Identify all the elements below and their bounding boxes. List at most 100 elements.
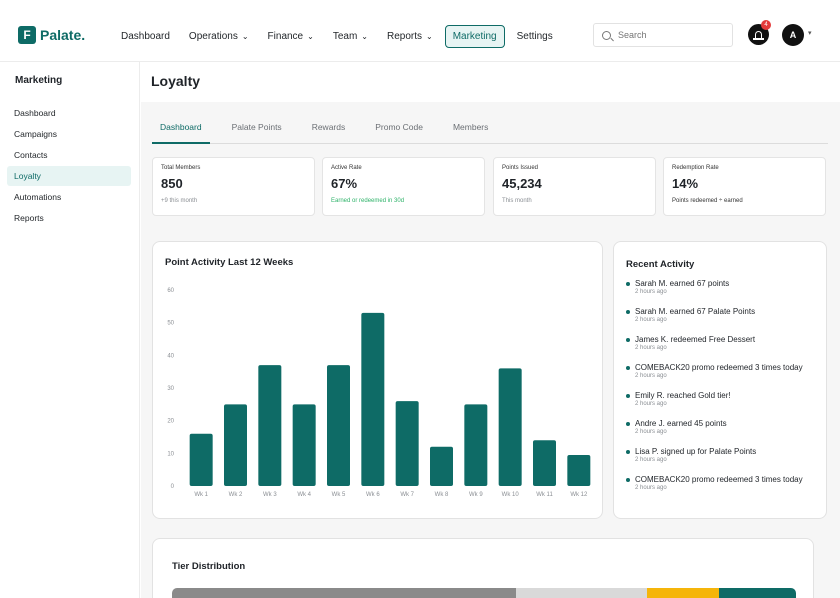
- notifications-button[interactable]: 4: [748, 20, 771, 45]
- nav-item-dashboard[interactable]: Dashboard: [114, 26, 177, 47]
- recent-activity-title: Recent Activity: [626, 259, 695, 270]
- brand-logo[interactable]: F Palate.: [18, 26, 85, 44]
- stat-card: Active Rate 67% Earned or redeemed in 30d: [322, 157, 485, 216]
- bar[interactable]: [258, 365, 282, 486]
- nav-item-marketing[interactable]: Marketing: [444, 25, 505, 48]
- bar[interactable]: [464, 404, 488, 486]
- tab-palate-points[interactable]: Palate Points: [231, 122, 282, 132]
- bullet-dot-icon: [626, 394, 630, 398]
- search-box[interactable]: [593, 23, 733, 47]
- activity-item: Andre J. earned 45 points 2 hours ago: [625, 419, 825, 447]
- nav-item-operations[interactable]: Operations ⌄: [182, 26, 256, 47]
- nav-item-label: Finance: [267, 31, 304, 42]
- y-tick-label: 30: [167, 386, 174, 392]
- stat-label: Active Rate: [331, 165, 362, 171]
- chevron-down-icon: ⌄: [307, 32, 314, 41]
- nav-item-reports[interactable]: Reports ⌄: [380, 26, 440, 47]
- bar[interactable]: [533, 440, 556, 486]
- activity-time: 2 hours ago: [635, 429, 667, 435]
- chevron-down-icon: ⌄: [361, 32, 368, 41]
- activity-time: 2 hours ago: [635, 345, 667, 351]
- logo-text: Palate.: [40, 27, 86, 43]
- stat-value: 850: [161, 176, 183, 191]
- y-tick-label: 20: [167, 419, 174, 425]
- activity-time: 2 hours ago: [635, 457, 667, 463]
- bar[interactable]: [567, 454, 591, 486]
- activity-text: COMEBACK20 promo redeemed 3 times today: [635, 363, 803, 372]
- y-tick-label: 0: [171, 484, 175, 490]
- sidebar-list: Dashboard Campaigns Contacts Loyalty Automat…: [7, 103, 131, 229]
- bar[interactable]: [327, 365, 350, 486]
- tab-rewards[interactable]: Rewards: [311, 122, 346, 132]
- nav-item-label: Settings: [516, 31, 553, 42]
- bar[interactable]: [189, 433, 213, 486]
- tier-segment: [718, 588, 796, 598]
- x-tick-label: Wk 3: [263, 492, 277, 498]
- x-tick-label: Wk 9: [469, 492, 483, 498]
- sidebar-item-reports[interactable]: Reports: [14, 213, 44, 223]
- bullet-dot-icon: [626, 338, 630, 342]
- activity-item: Sarah M. earned 67 points 2 hours ago: [625, 279, 825, 307]
- sidebar-item-campaigns[interactable]: Campaigns: [14, 129, 57, 139]
- bar[interactable]: [292, 404, 316, 486]
- x-tick-label: Wk 6: [366, 492, 380, 498]
- user-avatar[interactable]: A: [782, 24, 804, 46]
- tab-dashboard[interactable]: Dashboard: [152, 118, 210, 144]
- tab-members[interactable]: Members: [452, 122, 489, 132]
- x-tick-label: Wk 4: [297, 492, 311, 498]
- bar[interactable]: [430, 446, 453, 486]
- sidebar-item-contacts[interactable]: Contacts: [14, 150, 48, 160]
- y-tick-label: 60: [167, 288, 174, 294]
- sidebar-item-dashboard[interactable]: Dashboard: [14, 108, 56, 118]
- tier-segment: [516, 588, 648, 598]
- activity-item: Lisa P. signed up for Palate Points 2 hou…: [625, 447, 825, 475]
- bullet-dot-icon: [626, 422, 630, 426]
- logo-mark: F: [18, 26, 36, 44]
- stat-subtext: Points redeemed ÷ earned: [672, 198, 743, 204]
- activity-item: Emily R. reached Gold tier! 2 hours ago: [625, 391, 825, 419]
- bell-icon: [753, 30, 764, 40]
- nav-item-label: Operations: [188, 31, 238, 42]
- nav-item-team[interactable]: Team ⌄: [326, 26, 375, 47]
- bullet-dot-icon: [626, 450, 630, 454]
- stat-value: 67%: [331, 176, 358, 191]
- tab-promo-code[interactable]: Promo Code: [375, 122, 423, 132]
- nav-item-finance[interactable]: Finance ⌄: [261, 26, 321, 47]
- sidebar-item-loyalty[interactable]: Loyalty: [7, 166, 131, 186]
- sidebar-title: Marketing: [15, 75, 63, 86]
- top-header: F Palate. Dashboard Operations ⌄ Finance ⌄ Te…: [0, 0, 840, 62]
- activity-time: 2 hours ago: [635, 289, 667, 295]
- stat-subtext: Earned or redeemed in 30d: [331, 198, 405, 204]
- tier-segment: [647, 588, 719, 598]
- bar[interactable]: [395, 401, 419, 486]
- activity-item: Sarah M. earned 67 Palate Points 2 hours …: [625, 307, 825, 335]
- bar[interactable]: [498, 368, 522, 486]
- nav-item-label: Dashboard: [121, 31, 170, 42]
- bar[interactable]: [361, 312, 385, 486]
- tier-distribution-title: Tier Distribution: [172, 561, 246, 572]
- activity-text: Emily R. reached Gold tier!: [635, 391, 731, 400]
- x-tick-label: Wk 11: [536, 492, 553, 498]
- activity-text: James K. redeemed Free Dessert: [635, 335, 756, 344]
- x-tick-label: Wk 12: [570, 492, 588, 498]
- nav-item-settings[interactable]: Settings: [510, 26, 560, 47]
- x-tick-label: Wk 2: [229, 492, 243, 498]
- search-input[interactable]: [618, 30, 728, 40]
- x-tick-label: Wk 10: [502, 492, 520, 498]
- y-tick-label: 10: [167, 451, 174, 457]
- search-icon: [602, 30, 611, 40]
- page-title: Loyalty: [151, 73, 201, 89]
- stat-subtext: +9 this month: [161, 198, 198, 204]
- chevron-down-icon[interactable]: ▾: [808, 30, 812, 37]
- tab-bar: Dashboard Palate Points Rewards Promo Code M…: [152, 118, 828, 144]
- stat-label: Total Members: [161, 165, 201, 171]
- nav-item-label: Reports: [386, 31, 422, 42]
- x-tick-label: Wk 5: [332, 492, 346, 498]
- bullet-dot-icon: [626, 282, 630, 286]
- activity-item: COMEBACK20 promo redeemed 3 times today 2…: [625, 475, 825, 503]
- nav-item-label: Marketing: [452, 31, 497, 42]
- activity-text: Sarah M. earned 67 Palate Points: [635, 307, 756, 316]
- sidebar-item-automations[interactable]: Automations: [14, 192, 62, 202]
- bar[interactable]: [224, 404, 247, 486]
- x-tick-label: Wk 7: [400, 492, 414, 498]
